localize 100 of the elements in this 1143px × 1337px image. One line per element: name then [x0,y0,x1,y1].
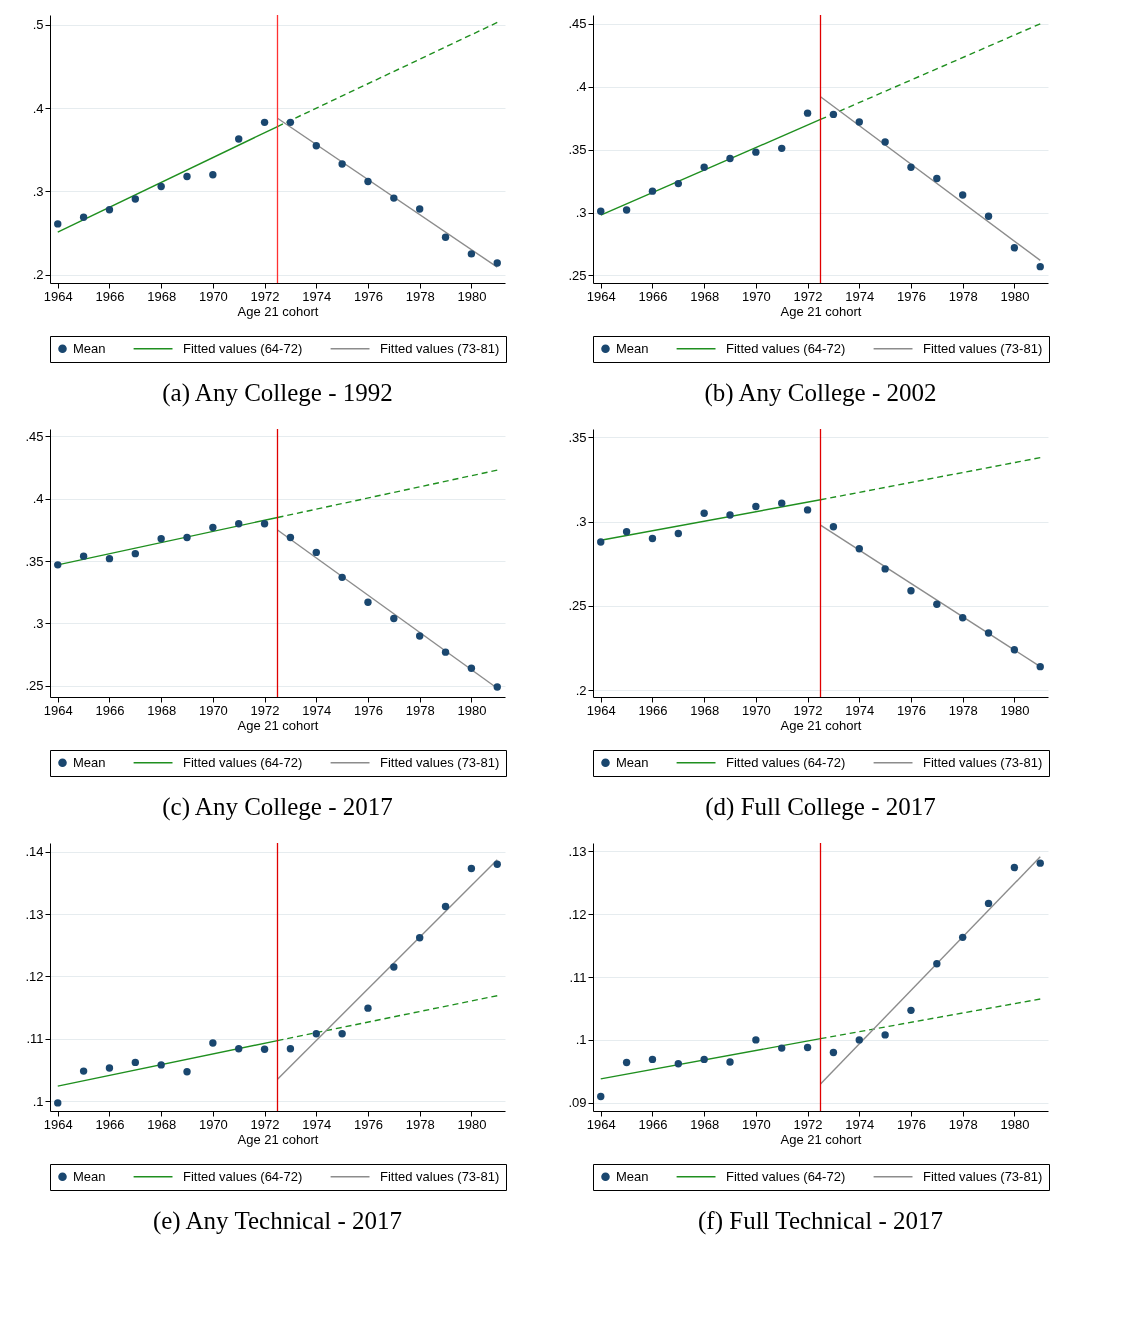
legend-label: Fitted values (64-72) [183,754,303,770]
point [390,963,398,971]
x-tick-label: 1970 [741,288,771,304]
point [984,212,993,221]
x-tick-label: 1968 [147,288,177,304]
x-tick-label: 1980 [1000,702,1030,718]
x-tick-label: 1964 [586,288,616,304]
y-tick-label: .35 [568,429,587,445]
point [907,1006,915,1015]
point [441,902,450,911]
point [312,548,320,557]
x-tick-label: 1972 [793,288,823,304]
point [467,664,476,673]
y-tick-label: .13 [568,843,587,859]
text: (c) Any College - 2017 [162,792,393,821]
x-tick-label: 1968 [147,1116,177,1132]
y-tick-label: .4 [575,79,587,95]
point [493,860,501,868]
y-tick-label: .1 [32,1093,44,1109]
x-tick-label: 1976 [354,1116,383,1132]
x-tick-label: 1972 [250,702,280,718]
x-tick-label: 1964 [43,288,73,304]
x-axis-title: Age 21 cohort [780,1131,862,1147]
y-tick-label: .13 [25,906,44,922]
legend-label: Fitted values (64-72) [726,1168,846,1184]
point [778,1044,786,1052]
point [933,174,941,183]
x-tick-label: 1968 [690,1116,720,1132]
point [648,534,657,543]
x-axis-title: Age 21 cohort [237,303,319,319]
point [493,683,501,691]
point [829,110,838,119]
point [726,1058,734,1066]
point [1036,662,1044,671]
point [778,144,786,153]
point [778,499,786,507]
legend-label: Fitted values (73-81) [380,340,500,356]
point [79,213,88,221]
point [597,1092,605,1101]
y-tick-label: .25 [568,267,587,283]
point [415,934,424,942]
point [286,533,295,542]
point [441,648,450,656]
y-tick-label: .11 [26,1031,44,1047]
x-tick-label: 1966 [638,702,668,718]
point [105,206,114,214]
point [260,1045,269,1053]
x-tick-label: 1966 [95,1116,125,1132]
x-tick-label: 1980 [457,288,487,304]
point [441,233,450,241]
x-tick-label: 1972 [793,702,823,718]
x-tick-label: 1972 [793,1116,823,1132]
point [209,1039,217,1047]
point [933,600,941,608]
point [338,160,346,168]
y-tick-label: .09 [568,1095,587,1111]
point [286,118,295,127]
point [726,154,734,163]
y-tick-label: .3 [575,205,587,221]
y-tick-label: .4 [32,491,44,507]
point [183,1068,191,1076]
point [1036,859,1044,867]
point [131,1058,140,1067]
point [984,629,993,637]
point [597,207,605,215]
x-axis-title: Age 21 cohort [780,717,862,733]
y-tick-label: .3 [32,183,44,199]
x-tick-label: 1964 [586,702,616,718]
x-tick-label: 1966 [95,702,125,718]
x-tick-label: 1972 [250,288,280,304]
point [933,960,941,968]
point [648,187,657,195]
point [803,109,812,117]
x-tick-label: 1978 [948,288,978,304]
text: (f) Full Technical - 2017 [698,1206,943,1235]
legend-label: Mean [616,340,649,356]
point [157,534,165,543]
point [881,138,889,146]
legend-label: Mean [616,1168,649,1184]
x-tick-label: 1980 [457,1116,487,1132]
x-tick-label: 1980 [457,702,487,718]
point [752,1036,760,1044]
legend-label: Mean [73,1168,106,1184]
text: (b) Any College - 2002 [704,378,937,407]
point [674,1060,683,1068]
point [907,163,915,171]
point [235,1044,243,1053]
x-tick-label: 1980 [1000,288,1030,304]
point [467,250,476,258]
point [260,118,269,127]
point [674,529,683,538]
x-tick-label: 1976 [354,702,383,718]
x-tick-label: 1970 [741,702,771,718]
legend-label: Mean [616,754,649,770]
x-tick-label: 1966 [638,1116,668,1132]
y-tick-label: .4 [32,100,44,116]
point [105,554,114,563]
x-tick-label: 1976 [897,702,926,718]
x-tick-label: 1972 [250,1116,280,1132]
point [1010,244,1019,252]
